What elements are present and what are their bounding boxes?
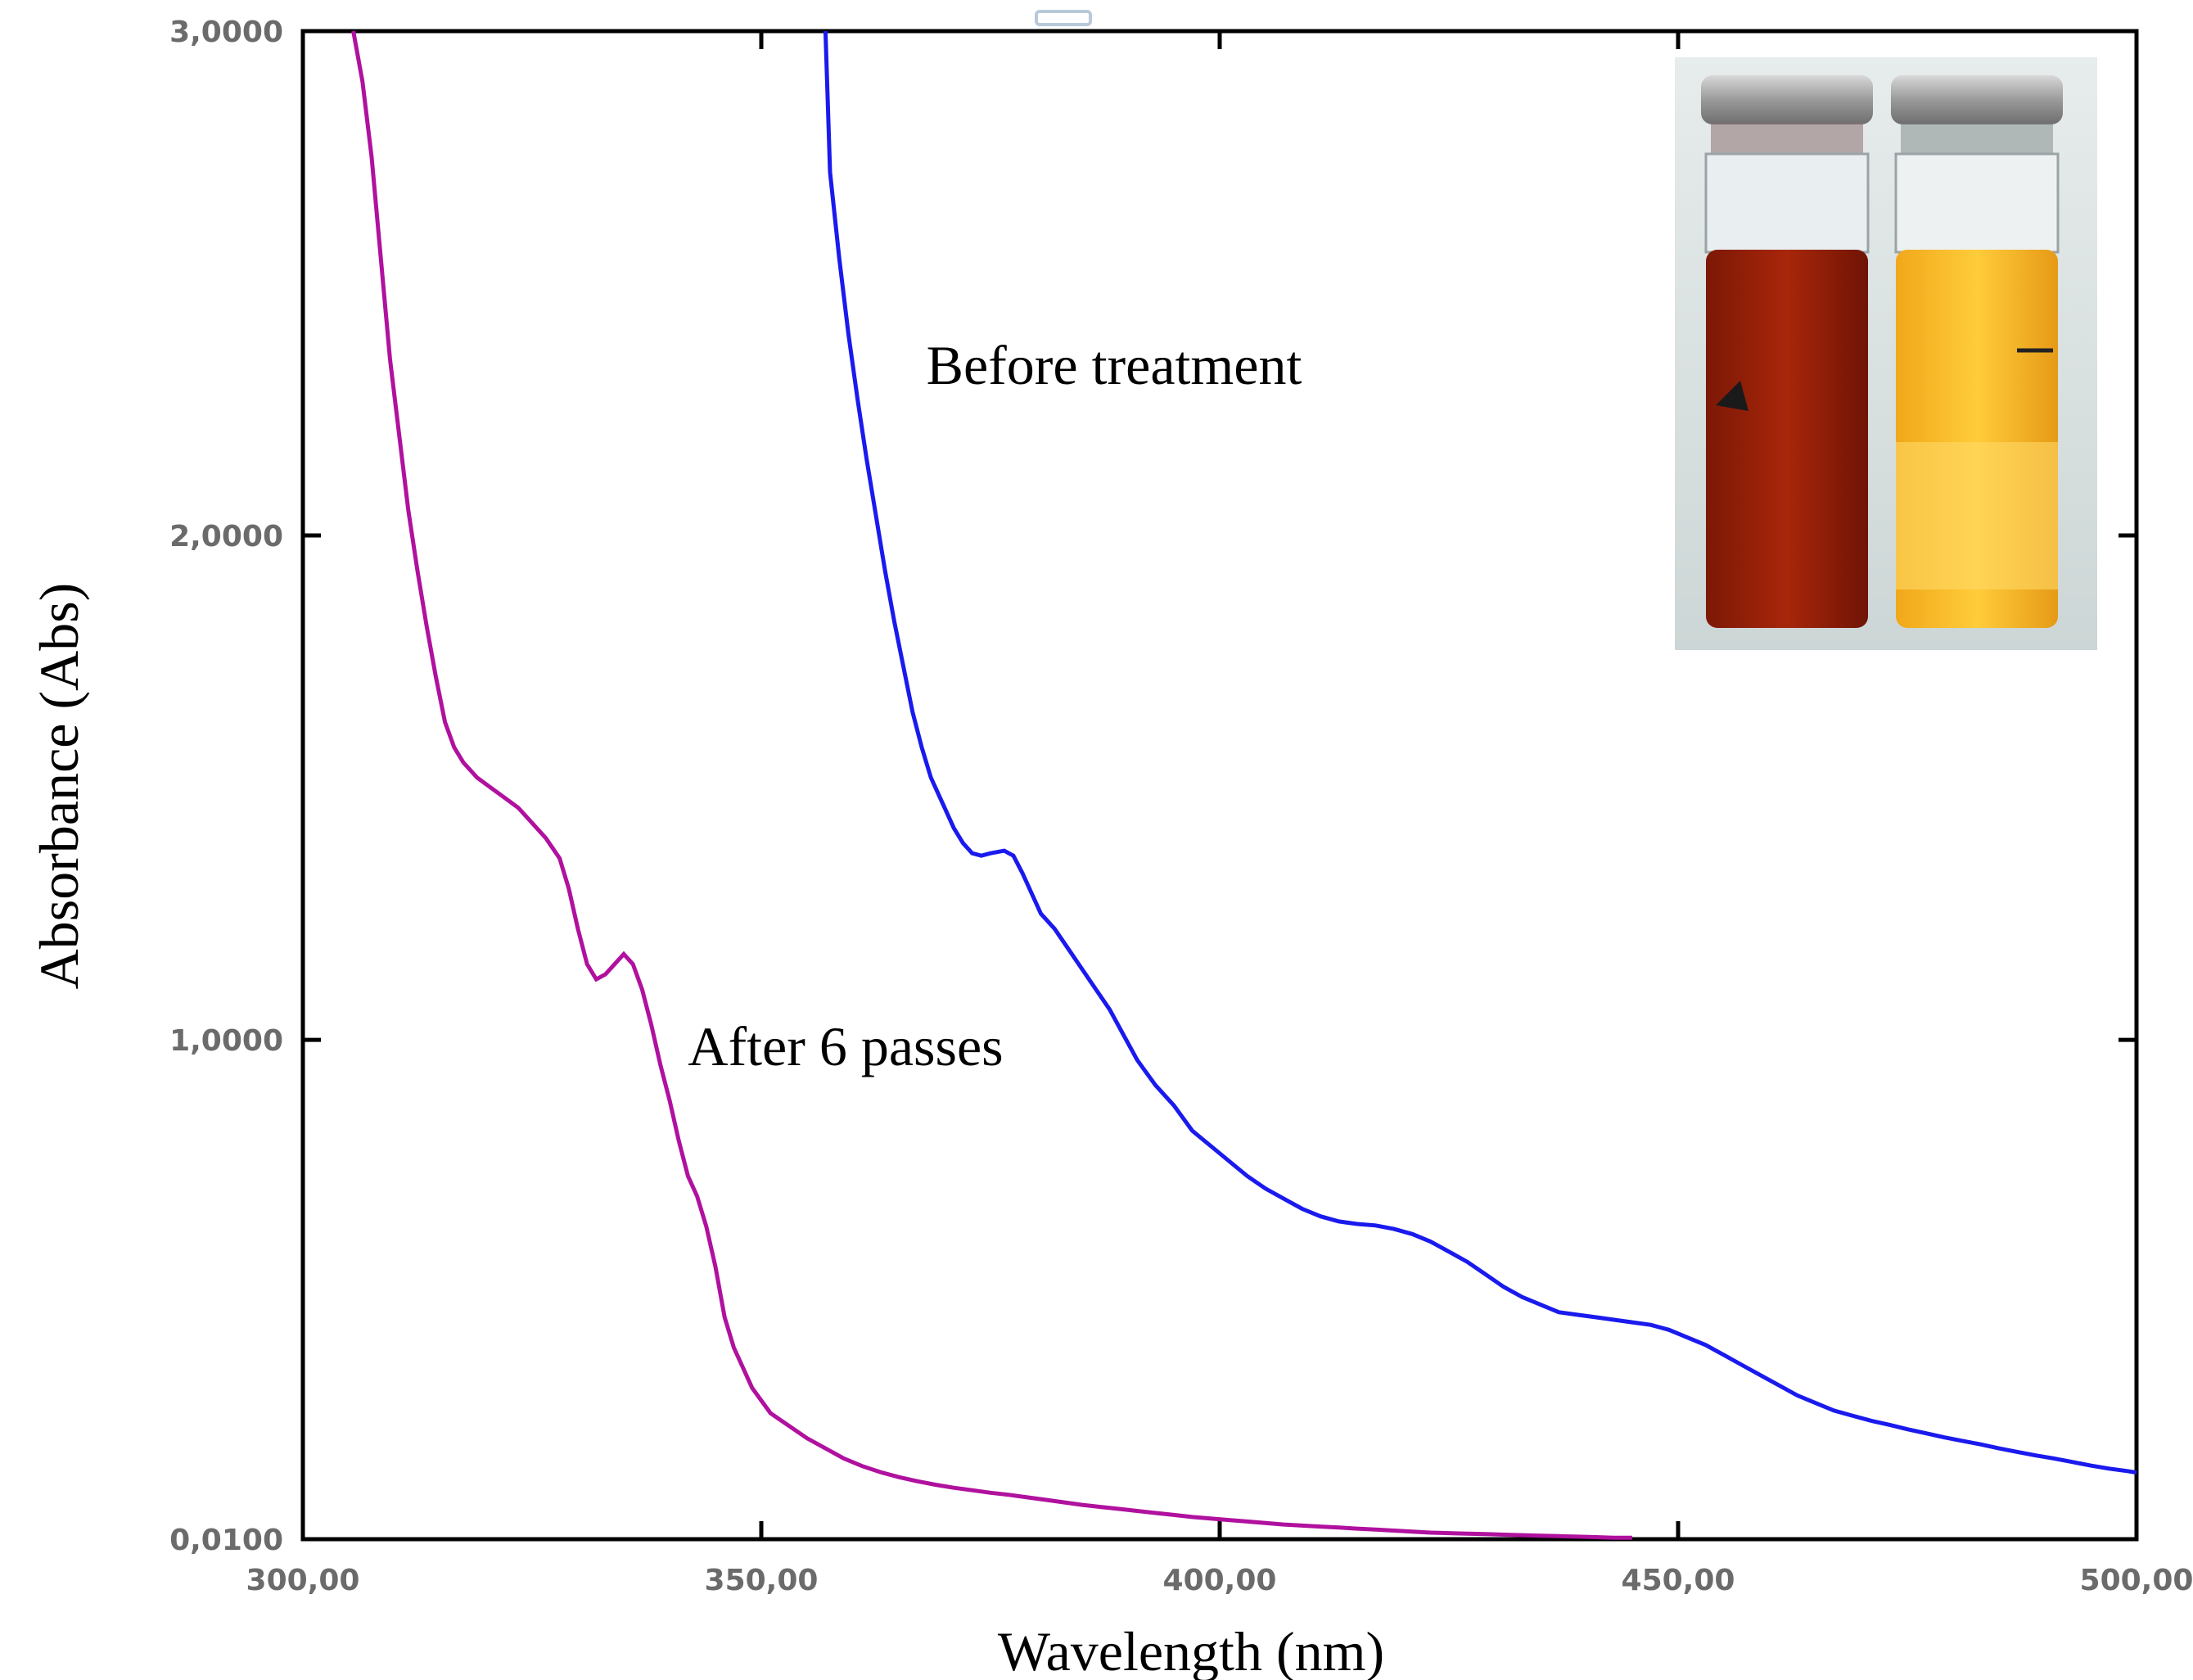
- x-tick-label: 500,00: [2080, 1564, 2193, 1597]
- y-tick-label: 3,0000: [169, 16, 283, 49]
- y-tick-label: 2,0000: [169, 520, 283, 553]
- x-tick-label: 350,00: [705, 1564, 819, 1597]
- inset-vial-photo: [1675, 57, 2097, 650]
- top-artifact: [1035, 10, 1092, 26]
- y-tick-label: 0,0100: [169, 1524, 283, 1557]
- x-tick-label: 300,00: [246, 1564, 360, 1597]
- series-line-before-treatment: [823, 30, 2137, 1475]
- series-label-after-6-passes: After 6 passes: [688, 1015, 1003, 1077]
- y-tick-label: 1,0000: [169, 1024, 283, 1058]
- x-tick-label: 400,00: [1163, 1564, 1277, 1597]
- series-line-after-6-passes: [351, 30, 1632, 1540]
- tick-labels: 300,00 350,00 400,00 450,00 500,00 0,0100 1,00…: [169, 16, 2193, 1597]
- x-tick-label: 450,00: [1622, 1564, 1735, 1597]
- y-axis-title: Absorbance (Abs): [28, 583, 90, 990]
- series-label-before-treatment: Before treatment: [927, 334, 1302, 396]
- x-axis-title: Wavelength (nm): [998, 1620, 1384, 1680]
- axis-ticks: [300, 29, 2139, 1542]
- vial-before-treatment: [1701, 75, 1873, 628]
- vial-after-treatment: [1891, 75, 2063, 628]
